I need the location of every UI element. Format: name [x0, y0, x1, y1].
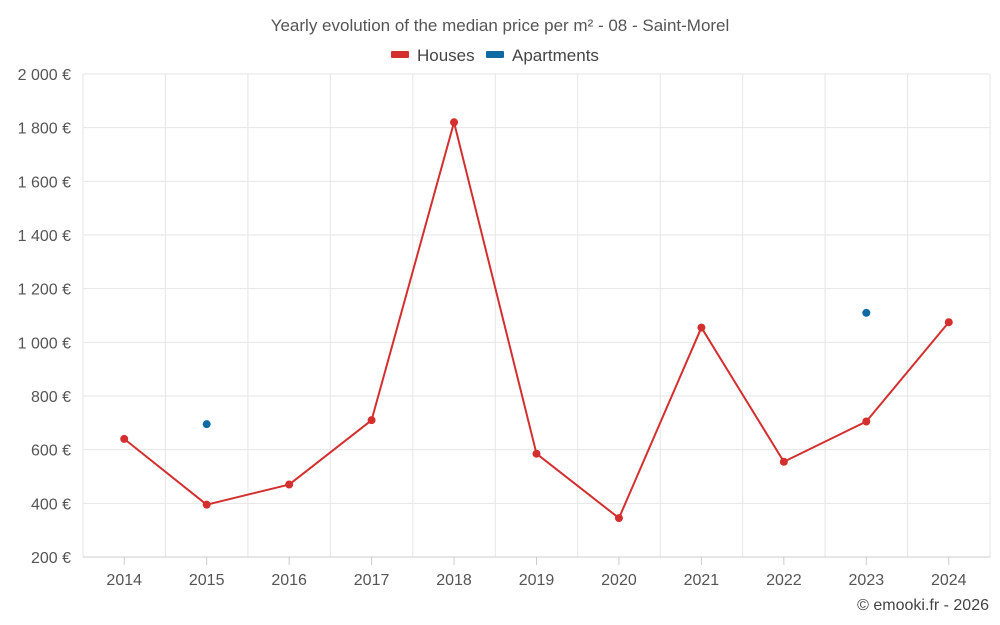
credit: © emooki.fr - 2026: [857, 597, 989, 614]
data-point-houses-2021[interactable]: [697, 323, 706, 332]
series-houses: [120, 118, 953, 523]
y-tick-label: 400 €: [31, 496, 71, 513]
data-point-houses-2022[interactable]: [779, 457, 788, 466]
x-tick-label: 2015: [189, 572, 225, 589]
y-tick-label: 1 000 €: [18, 335, 71, 352]
y-tick-label: 2 000 €: [18, 67, 71, 84]
legend-label-apartments: Apartments: [512, 46, 599, 65]
x-tick-label: 2020: [601, 572, 637, 589]
data-point-houses-2015[interactable]: [202, 500, 211, 509]
y-tick-label: 1 400 €: [18, 228, 71, 245]
legend-swatch-apartments: [486, 51, 504, 58]
data-point-houses-2018[interactable]: [450, 118, 459, 127]
x-tick-label: 2019: [519, 572, 555, 589]
x-tick-label: 2023: [849, 572, 885, 589]
x-tick-label: 2017: [354, 572, 390, 589]
data-point-houses-2024[interactable]: [944, 318, 953, 327]
x-tick-label: 2016: [271, 572, 307, 589]
data-point-houses-2023[interactable]: [862, 417, 871, 426]
x-axis-ticks: 2014 2015 2016 2017 2018 2019 2020 2021 2022 2023…: [106, 557, 967, 589]
x-tick-label: 2022: [766, 572, 802, 589]
y-axis-ticks: 200 € 400 € 600 € 800 € 1 000 € 1 200 € 1 400 …: [18, 67, 71, 567]
y-tick-label: 1 200 €: [18, 282, 71, 299]
legend-swatch-houses: [391, 51, 409, 58]
x-tick-label: 2018: [436, 572, 472, 589]
legend-item-houses[interactable]: Houses: [391, 46, 475, 65]
data-point-houses-2014[interactable]: [120, 434, 129, 443]
grid: [82, 73, 991, 558]
data-point-houses-2016[interactable]: [285, 480, 294, 489]
y-tick-label: 1 800 €: [18, 121, 71, 138]
legend-label-houses: Houses: [417, 46, 475, 65]
data-point-apartments-2023[interactable]: [862, 308, 871, 317]
x-tick-label: 2024: [931, 572, 967, 589]
y-tick-label: 200 €: [31, 550, 71, 567]
y-tick-label: 600 €: [31, 443, 71, 460]
legend-item-apartments[interactable]: Apartments: [486, 46, 599, 65]
x-tick-label: 2014: [106, 572, 142, 589]
data-point-apartments-2015[interactable]: [202, 420, 211, 429]
data-point-houses-2017[interactable]: [367, 416, 376, 425]
y-tick-label: 1 600 €: [18, 174, 71, 191]
data-point-houses-2019[interactable]: [532, 449, 541, 458]
data-point-houses-2020[interactable]: [614, 514, 623, 523]
x-tick-label: 2021: [684, 572, 720, 589]
chart-title: Yearly evolution of the median price per…: [271, 16, 730, 35]
series: [120, 118, 953, 523]
series-apartments: [202, 308, 871, 429]
y-tick-label: 800 €: [31, 389, 71, 406]
legend: Houses Apartments: [391, 46, 599, 65]
